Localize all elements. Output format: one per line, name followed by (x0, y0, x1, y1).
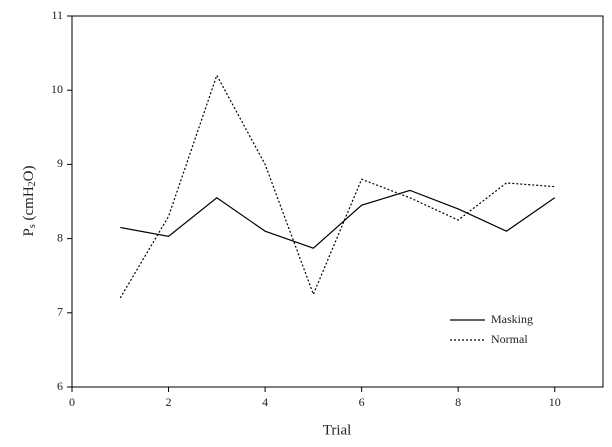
data-line (120, 189, 556, 249)
y-axis-label-part: s (27, 224, 38, 228)
legend-label: Masking (491, 312, 533, 326)
data-line (119, 73, 555, 299)
plot-frame (71, 15, 604, 388)
y-tick-label: 10 (51, 82, 63, 96)
x-tick-label: 6 (359, 395, 365, 409)
x-axis-label: Trial (323, 422, 352, 438)
y-axis-label-part: O) (21, 166, 37, 182)
x-tick-label: 8 (455, 395, 461, 409)
x-tick-label: 0 (69, 395, 75, 409)
x-tick-label: 10 (549, 395, 561, 409)
y-tick-label: 8 (57, 230, 63, 244)
legend-label: Normal (491, 332, 528, 346)
x-tick-label: 2 (166, 395, 172, 409)
y-tick-label: 7 (57, 305, 63, 319)
y-axis-label-part: (cmH (21, 186, 37, 224)
y-axis-label: Ps (cmH2O) (21, 166, 38, 237)
x-tick-label: 4 (262, 395, 268, 409)
y-axis-label-part: P (21, 228, 37, 236)
y-axis-label-part: 2 (27, 181, 38, 186)
y-tick-label: 6 (57, 379, 63, 393)
y-tick-label: 11 (51, 8, 63, 22)
y-tick-label: 9 (57, 156, 63, 170)
